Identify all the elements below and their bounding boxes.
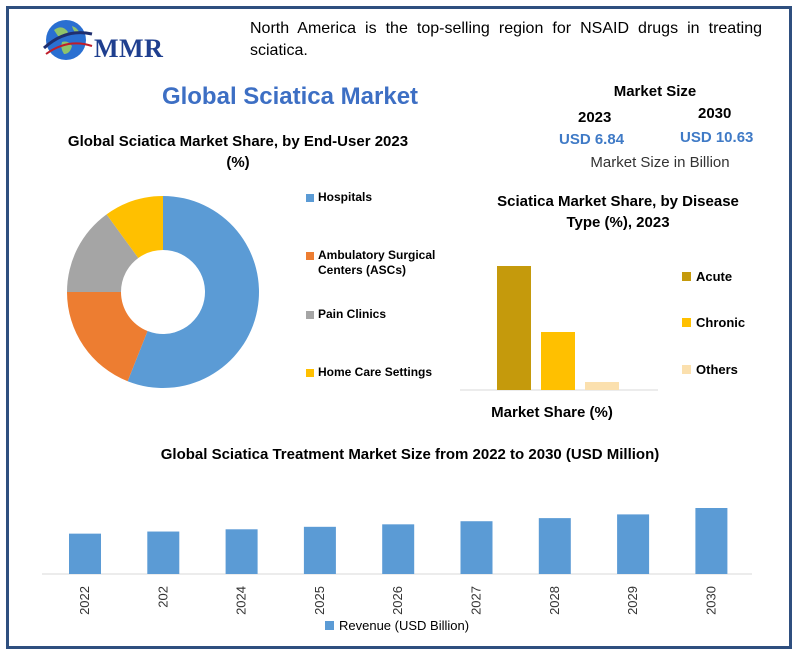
headline-text: North America is the top-selling region … [250, 20, 762, 59]
revenue-tick-label: 2028 [547, 586, 562, 615]
legend-swatch [682, 318, 691, 327]
donut-slice-home-care-settings [106, 196, 163, 259]
legend-swatch [306, 252, 314, 260]
legend-label: Revenue (USD Billion) [339, 618, 470, 633]
legend-swatch [682, 365, 691, 374]
revenue-tick-label: 2025 [312, 586, 327, 615]
market-size-value-2030: USD 10.63 [680, 129, 754, 146]
revenue-bar-2024-2 [225, 529, 258, 574]
market-size-value-2023: USD 6.84 [559, 131, 625, 148]
revenue-tick-label: 202 [155, 586, 170, 608]
revenue-bar-2027-5 [460, 521, 493, 574]
disease-chart-xlabel: Market Share (%) [491, 404, 613, 421]
revenue-bar-chart: 2022 202 2024 2025 2026 2027 2028 2029 2030 [42, 508, 752, 615]
logo-text: MMR [94, 34, 164, 63]
revenue-tick-label: 2024 [234, 586, 249, 615]
legend-swatch [306, 194, 314, 202]
main-title: Global Sciatica Market [161, 83, 419, 110]
legend-swatch [325, 621, 334, 630]
revenue-bar-2030-8 [695, 508, 728, 574]
market-size-title: Market Size [613, 83, 697, 100]
donut-slice-pain-clinics [67, 214, 139, 292]
disease-type-bar-chart [460, 266, 658, 391]
revenue-bar-2028-6 [538, 518, 571, 574]
end-user-donut-chart [67, 196, 260, 388]
donut-slice-ambulatory-surgical-centers-ascs [67, 292, 148, 382]
globe-icon [42, 20, 93, 60]
legend-label: Others [696, 362, 738, 377]
revenue-bar-2025-3 [303, 526, 336, 574]
market-size-year-2023: 2023 [578, 109, 612, 126]
disease-bar-others [585, 382, 619, 390]
revenue-tick-label: 2029 [625, 586, 640, 615]
legend-label: Ambulatory Surgical Centers (ASCs) [318, 248, 436, 277]
revenue-tick-label: 2026 [390, 586, 405, 615]
market-size-year-2030: 2030 [698, 105, 732, 122]
revenue-bar-202-1 [147, 531, 180, 574]
legend-label: Acute [696, 269, 733, 284]
disease-bar-chronic [541, 332, 575, 390]
market-size-unit: Market Size in Billion [590, 154, 730, 171]
disease-bar-acute [497, 266, 531, 390]
donut-slice-hospitals [127, 196, 260, 388]
mmr-logo: MMR [38, 14, 168, 70]
legend-label: Pain Clinics [318, 307, 387, 321]
revenue-chart-title: Global Sciatica Treatment Market Size fr… [160, 446, 660, 463]
revenue-tick-label: 2027 [469, 586, 484, 615]
donut-chart-title: Global Sciatica Market Share, by End-Use… [67, 133, 409, 171]
legend-swatch [682, 272, 691, 281]
revenue-bar-2022-0 [69, 533, 101, 574]
revenue-bar-2026-4 [382, 524, 415, 574]
legend-label: Home Care Settings [318, 365, 433, 379]
disease-chart-title: Sciatica Market Share, by Disease Type (… [497, 193, 739, 231]
legend-swatch [306, 311, 314, 319]
legend-label: Hospitals [318, 190, 373, 204]
legend-swatch [306, 369, 314, 377]
revenue-tick-label: 2030 [703, 586, 718, 615]
revenue-tick-label: 2022 [77, 586, 92, 615]
legend-label: Chronic [696, 315, 746, 330]
revenue-bar-2029-7 [617, 514, 650, 574]
